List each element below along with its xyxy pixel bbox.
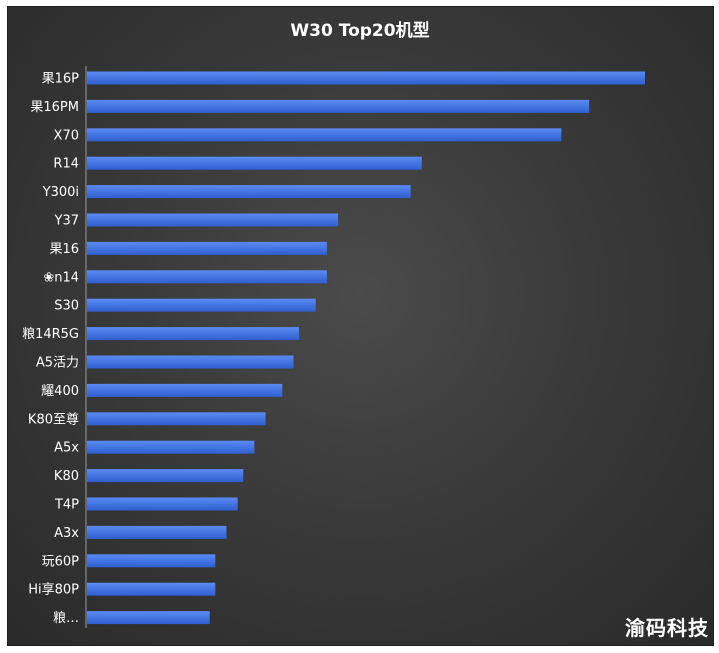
category-label-12: K80至尊 [28, 411, 79, 427]
category-label-17: 玩60P [42, 554, 80, 569]
bar-8 [87, 298, 316, 312]
bar-19 [87, 611, 210, 625]
bar-14 [87, 469, 244, 483]
bar-6 [87, 241, 327, 255]
bar-9 [87, 327, 300, 341]
chart-title: W30 Top20机型 [290, 20, 429, 41]
bar-2 [87, 128, 562, 142]
bar-12 [87, 412, 266, 426]
category-label-2: X70 [54, 128, 79, 143]
category-label-0: 果16P [42, 72, 80, 87]
category-label-1: 果16PM [30, 100, 79, 115]
category-label-15: T4P [54, 498, 79, 513]
category-label-5: Y37 [54, 214, 79, 229]
category-label-6: 果16 [49, 242, 79, 257]
category-label-14: K80 [54, 469, 79, 484]
bar-1 [87, 99, 590, 113]
category-label-13: A5x [54, 441, 79, 456]
bar-16 [87, 525, 227, 539]
category-label-8: S30 [54, 299, 79, 314]
bar-3 [87, 156, 422, 170]
category-label-7: ❀n14 [43, 270, 79, 285]
category-label-9: 粮14R5G [22, 327, 79, 342]
bar-0 [87, 71, 645, 85]
category-label-10: A5活力 [36, 356, 79, 371]
category-label-18: Hi享80P [28, 582, 79, 598]
category-label-11: 耀400 [41, 384, 79, 399]
category-label-3: R14 [53, 157, 79, 172]
bar-11 [87, 383, 283, 397]
category-label-4: Y300i [42, 185, 79, 200]
category-label-19: 粮… [53, 611, 79, 626]
bar-5 [87, 213, 339, 227]
bar-18 [87, 582, 216, 596]
bar-7 [87, 270, 327, 284]
bar-10 [87, 355, 294, 369]
bar-17 [87, 554, 216, 568]
bar-15 [87, 497, 238, 511]
bar-4 [87, 185, 411, 199]
bar-13 [87, 440, 255, 454]
category-label-16: A3x [54, 526, 79, 541]
watermark: 渝码科技 [625, 616, 709, 640]
